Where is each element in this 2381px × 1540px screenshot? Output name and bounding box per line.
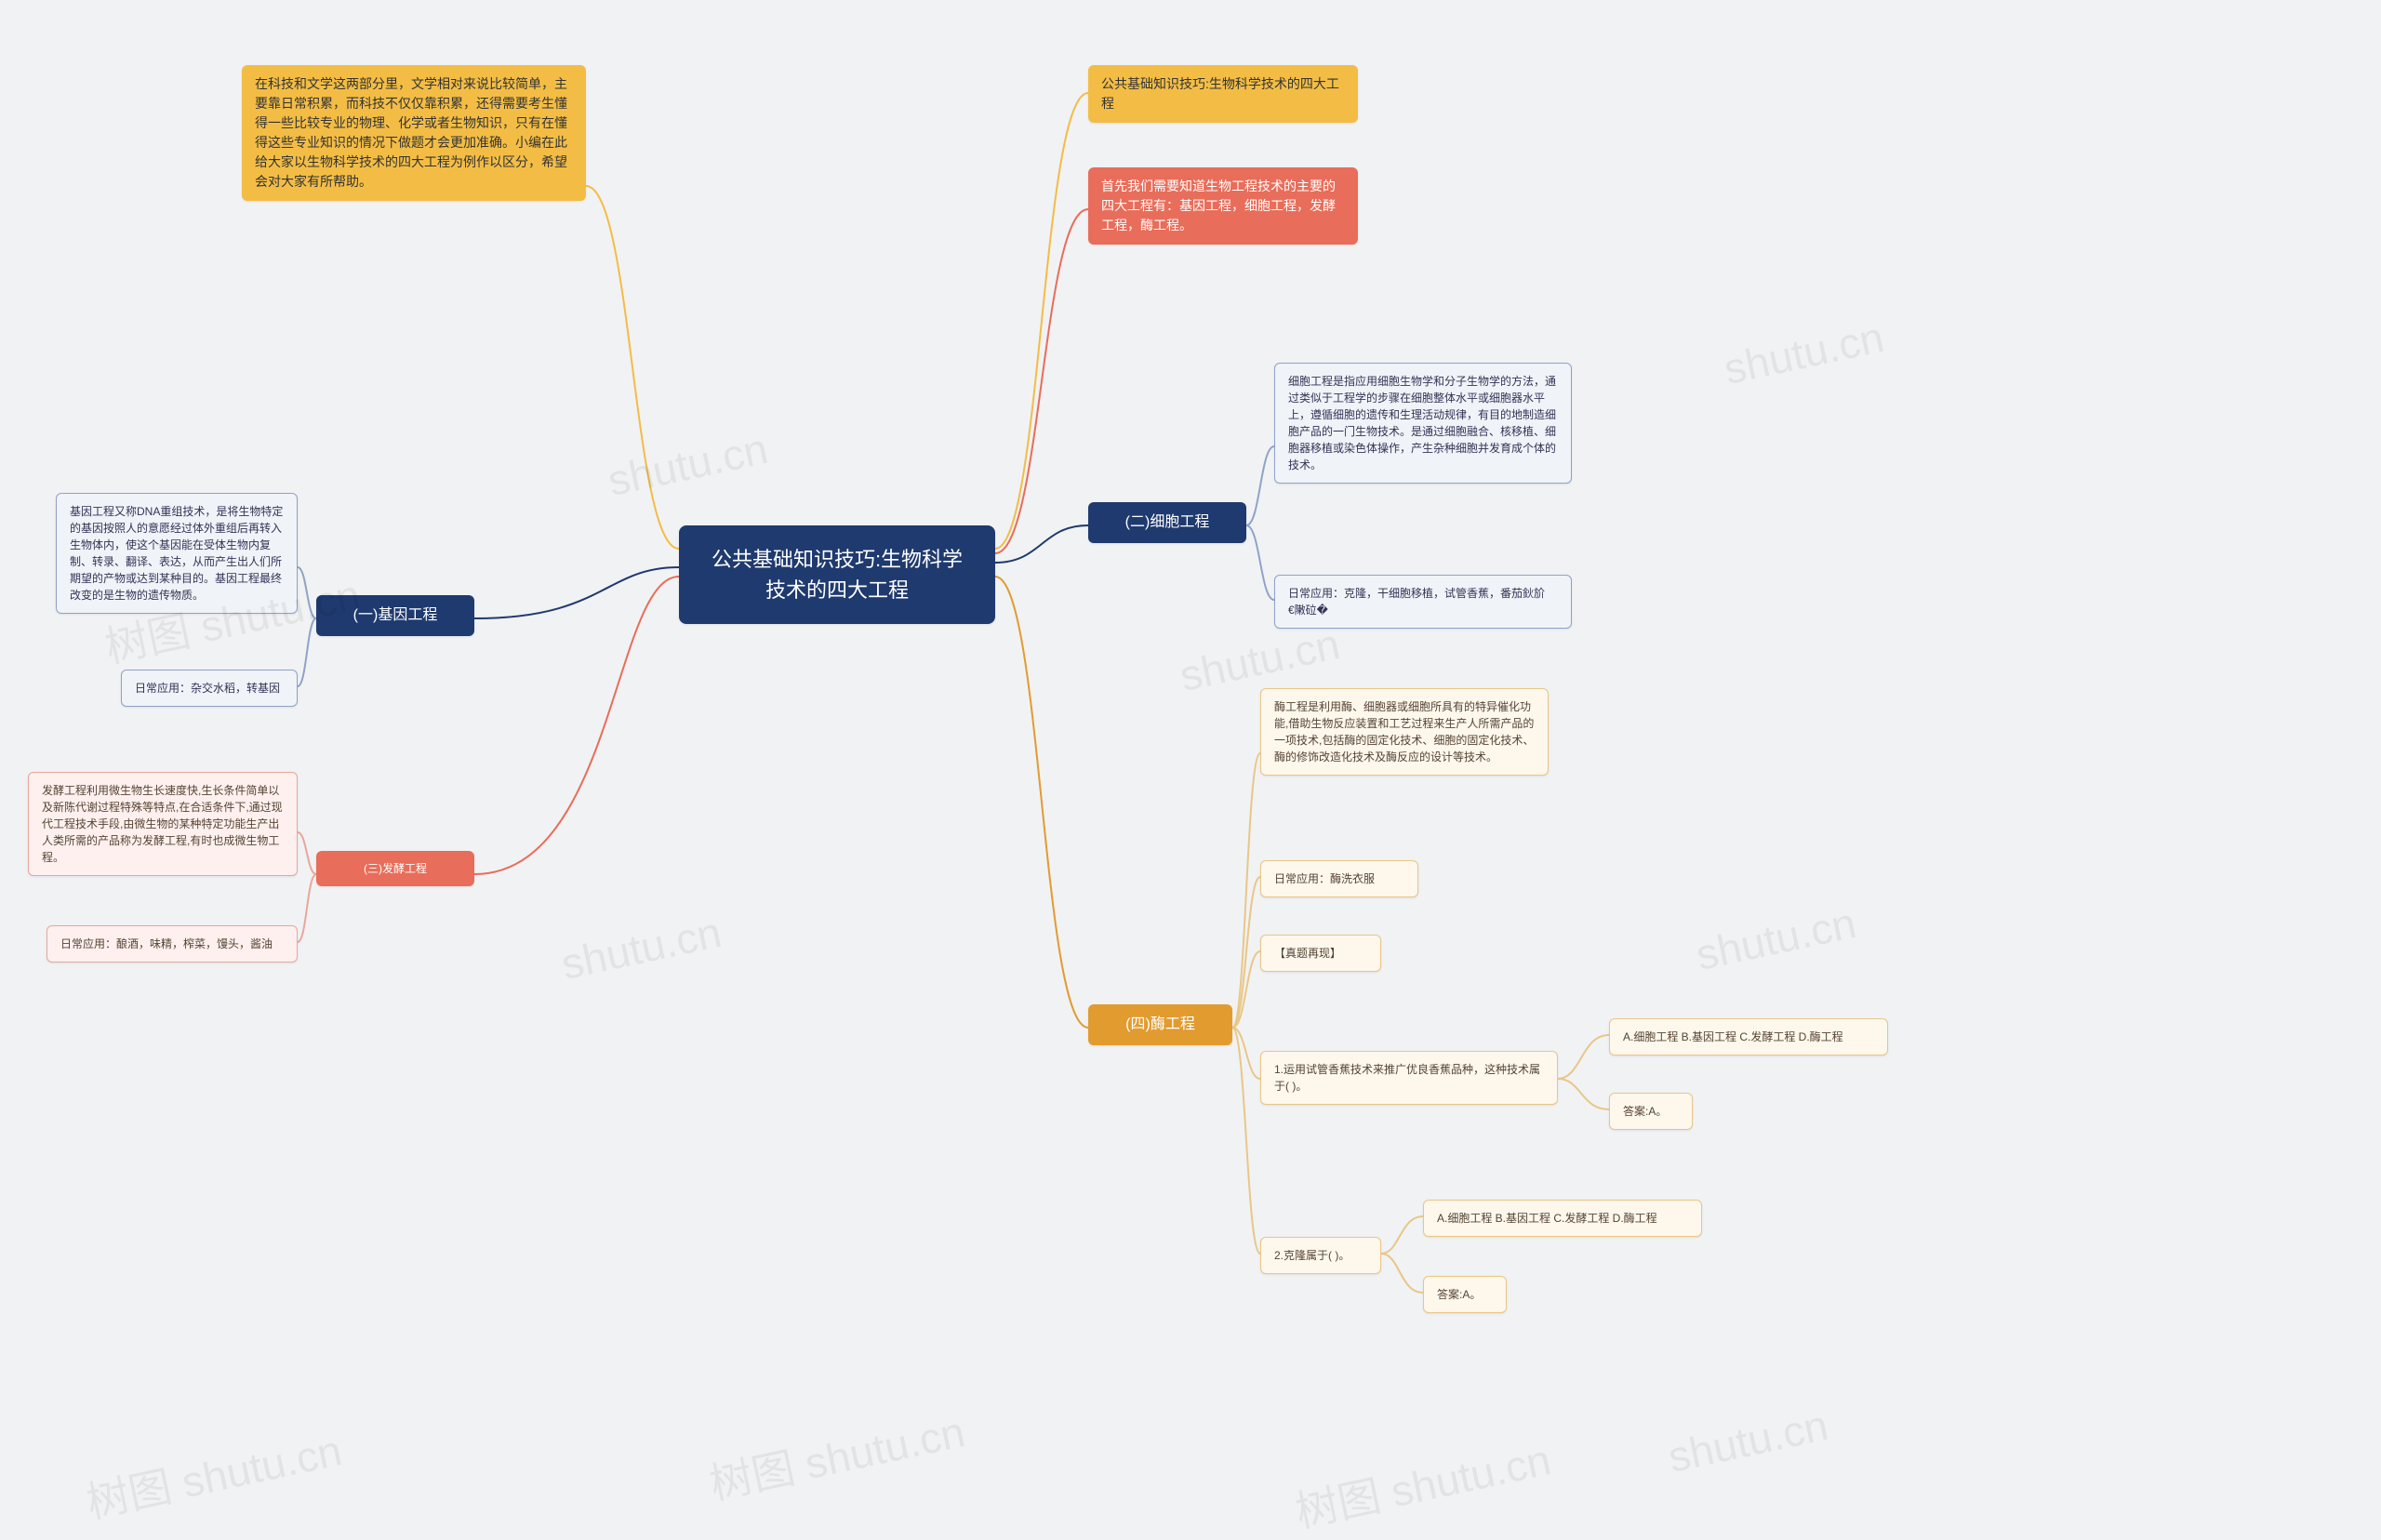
watermark-text: 树图 shutu.cn [703,1398,969,1512]
right-title-note[interactable]: 公共基础知识技巧:生物科学技术的四大工程 [1088,65,1358,123]
watermark-text: 树图 shutu.cn [1289,1426,1555,1540]
watermark-text: 树图 shutu.cn [80,1416,346,1531]
right-summary-note[interactable]: 首先我们需要知道生物工程技术的主要的四大工程有：基因工程，细胞工程，发酵工程，酶… [1088,167,1358,245]
root-node[interactable]: 公共基础知识技巧:生物科学技术的四大工程 [679,525,995,624]
branch-enzyme[interactable]: (四)酶工程 [1088,1004,1232,1045]
branch-ferment[interactable]: (三)发酵工程 [316,851,474,886]
intro-note[interactable]: 在科技和文学这两部分里，文学相对来说比较简单，主要靠日常积累，而科技不仅仅靠积累… [242,65,586,201]
ferment-app[interactable]: 日常应用：酿酒，味精，榨菜，馒头，酱油 [47,925,298,962]
watermark-text: shutu.cn [1692,897,1860,980]
enzyme-q2[interactable]: 2.克隆属于( )。 [1260,1237,1381,1274]
watermark-text: shutu.cn [1664,1400,1832,1482]
enzyme-desc[interactable]: 酶工程是利用酶、细胞器或细胞所具有的特异催化功能,借助生物反应装置和工艺过程来生… [1260,688,1549,776]
gene-app[interactable]: 日常应用：杂交水稻，转基因 [121,670,298,707]
watermark-text: shutu.cn [604,423,772,506]
enzyme-q1-opts[interactable]: A.细胞工程 B.基因工程 C.发酵工程 D.酶工程 [1609,1018,1888,1055]
enzyme-q2-ans[interactable]: 答案:A。 [1423,1276,1507,1313]
enzyme-app[interactable]: 日常应用：酶洗衣服 [1260,860,1418,897]
enzyme-q2-opts[interactable]: A.细胞工程 B.基因工程 C.发酵工程 D.酶工程 [1423,1200,1702,1237]
enzyme-replay[interactable]: 【真题再现】 [1260,935,1381,972]
watermark-text: shutu.cn [557,907,725,989]
watermark-text: shutu.cn [1720,312,1888,394]
branch-cell[interactable]: (二)细胞工程 [1088,502,1246,543]
enzyme-q1-ans[interactable]: 答案:A。 [1609,1093,1693,1130]
cell-desc[interactable]: 细胞工程是指应用细胞生物学和分子生物学的方法，通过类似于工程学的步骤在细胞整体水… [1274,363,1572,484]
enzyme-q1[interactable]: 1.运用试管香蕉技术来推广优良香蕉品种，这种技术属于( )。 [1260,1051,1558,1105]
ferment-desc[interactable]: 发酵工程利用微生物生长速度快,生长条件简单以及新陈代谢过程特殊等特点,在合适条件… [28,772,298,876]
